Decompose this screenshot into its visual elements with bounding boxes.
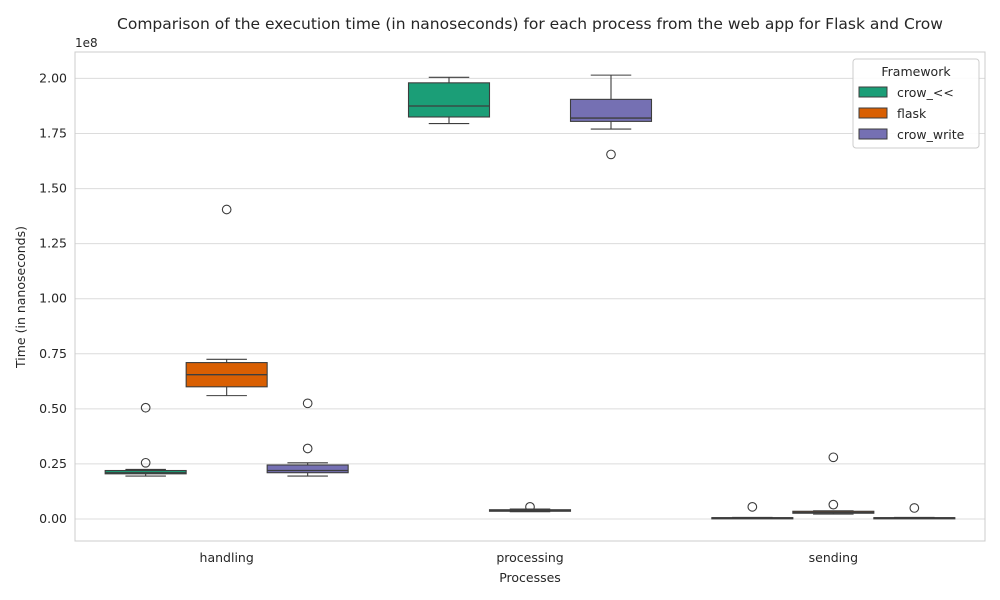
- outlier-point: [828, 452, 839, 463]
- y-tick-label: 0.25: [39, 456, 67, 471]
- box-body: [569, 98, 653, 122]
- box-crow--handling: [104, 402, 187, 477]
- legend-label: crow_write: [897, 127, 965, 142]
- outlier-point: [221, 204, 232, 215]
- x-tick-label: handling: [200, 550, 254, 565]
- outlier-point: [525, 502, 535, 512]
- outlier-point: [909, 503, 920, 513]
- box-flask-handling: [185, 204, 268, 397]
- y-tick-labels: 0.00 0.25 0.50 0.75 1.00 1.25 1.50 1.75 2.00: [39, 70, 67, 526]
- y-axis-label: Time (in nanoseconds): [13, 226, 28, 369]
- outlier-point: [828, 499, 839, 510]
- y-tick-label: 1.25: [39, 236, 67, 251]
- y-tick-label: 1.00: [39, 291, 67, 306]
- box-crow-write-handling: [266, 398, 349, 477]
- box-body: [407, 82, 491, 118]
- box-crow-write-processing: [569, 74, 653, 160]
- outlier-point: [302, 398, 313, 409]
- legend-label: crow_<<: [897, 85, 954, 100]
- x-axis-label: Processes: [499, 570, 561, 585]
- outlier-point: [302, 443, 313, 454]
- chart-title: Comparison of the execution time (in nan…: [117, 15, 943, 33]
- y-tick-label: 1.75: [39, 126, 67, 141]
- outlier-point: [606, 149, 616, 160]
- outlier-point: [747, 502, 758, 512]
- x-tick-label: sending: [809, 550, 858, 565]
- legend-swatch: [858, 107, 888, 119]
- box-flask-processing: [488, 502, 572, 513]
- legend-frame: [852, 58, 980, 149]
- legend-swatch: [858, 128, 888, 140]
- legend: Framework crow_<<flask crow_write: [852, 58, 980, 149]
- box-flask-sending: [792, 452, 875, 515]
- y-tick-label: 0.75: [39, 346, 67, 361]
- box-body: [266, 464, 349, 474]
- boxes-layer: [104, 74, 956, 520]
- y-tick-label: 2.00: [39, 70, 67, 85]
- x-tick-label: processing: [496, 550, 563, 565]
- y-axis-offset-label: 1e8: [75, 36, 98, 50]
- legend-title: Framework: [881, 64, 951, 79]
- box-crow--processing: [407, 76, 491, 125]
- y-tick-label: 1.50: [39, 181, 67, 196]
- x-tick-labels: handling processing sending: [200, 550, 858, 565]
- box-crow-write-sending: [873, 503, 956, 520]
- outlier-point: [140, 402, 151, 413]
- legend-swatch: [858, 86, 888, 98]
- grid-lines: [75, 77, 985, 520]
- outlier-point: [140, 457, 151, 468]
- y-tick-label: 0.50: [39, 401, 67, 416]
- plot-area-frame: [74, 51, 986, 542]
- box-crow--sending: [711, 502, 794, 520]
- y-tick-label: 0.00: [39, 511, 67, 526]
- legend-label: flask: [897, 106, 927, 121]
